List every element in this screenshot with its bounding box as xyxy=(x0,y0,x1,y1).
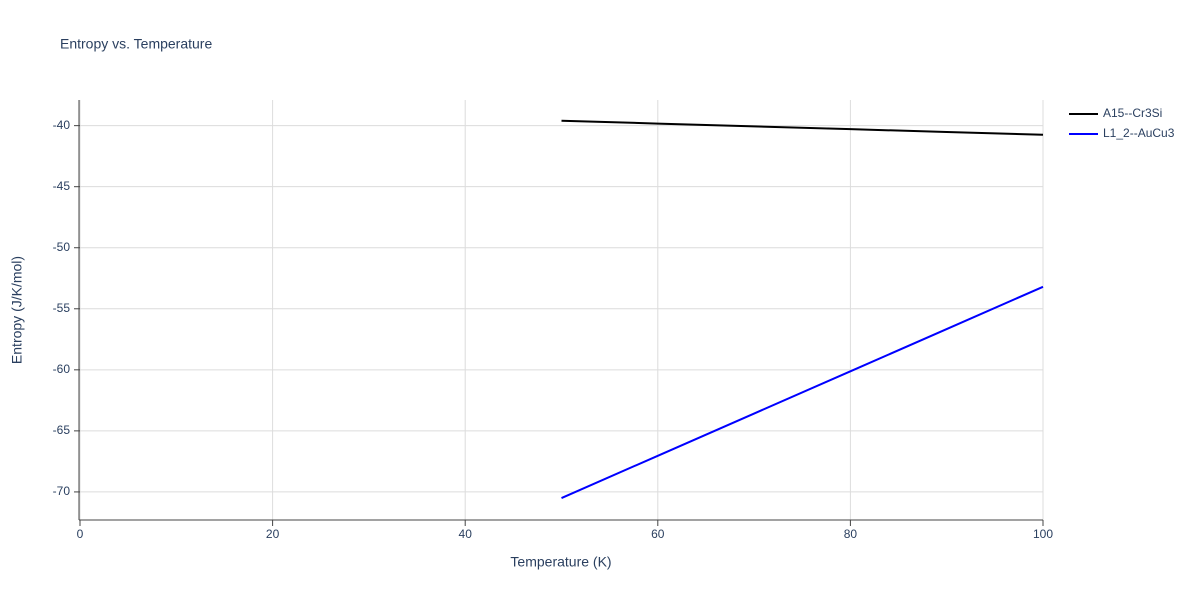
series-line xyxy=(561,119,1044,136)
x-axis-title: Temperature (K) xyxy=(510,554,611,570)
y-tick-label: -60 xyxy=(53,362,71,376)
y-tick-label: -40 xyxy=(53,118,71,132)
y-tick-label: -50 xyxy=(53,240,71,254)
x-tick-label: 40 xyxy=(459,527,473,541)
legend-label: A15--Cr3Si xyxy=(1103,106,1162,120)
chart-title: Entropy vs. Temperature xyxy=(60,36,212,52)
x-tick-label: 0 xyxy=(77,527,84,541)
y-axis-title: Entropy (J/K/mol) xyxy=(9,256,25,364)
y-tick-label: -70 xyxy=(53,484,71,498)
x-tick-label: 80 xyxy=(844,527,858,541)
x-tick-label: 60 xyxy=(651,527,665,541)
y-tick-label: -45 xyxy=(53,179,71,193)
y-tick-label: -65 xyxy=(53,423,71,437)
x-tick-label: 100 xyxy=(1033,527,1053,541)
series-line xyxy=(561,285,1044,499)
legend-label: L1_2--AuCu3 xyxy=(1103,126,1175,140)
x-tick-label: 20 xyxy=(266,527,280,541)
y-tick-label: -55 xyxy=(53,301,71,315)
